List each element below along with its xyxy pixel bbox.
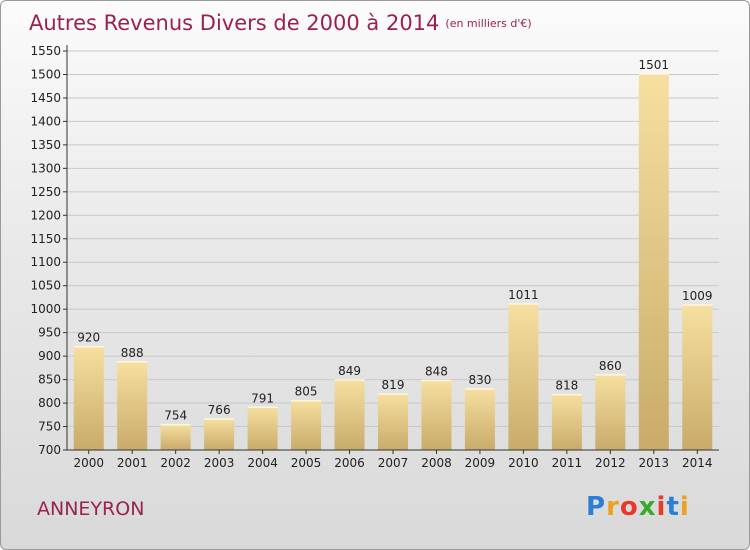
bar — [204, 419, 235, 450]
x-tick-label: 2014 — [682, 456, 713, 470]
y-tick-label: 1100 — [30, 255, 61, 269]
bar — [638, 74, 669, 451]
x-tick-label: 2000 — [73, 456, 104, 470]
chart-title: Autres Revenus Divers de 2000 à 2014 (en … — [29, 11, 532, 35]
logo-letter: i — [656, 492, 667, 522]
x-tick-label: 2003 — [204, 456, 235, 470]
y-tick-label: 1500 — [30, 67, 61, 81]
x-tick-label: 2013 — [639, 456, 670, 470]
bar — [551, 394, 582, 450]
bar — [117, 361, 148, 450]
bar-value-label: 1009 — [682, 289, 713, 303]
x-tick-label: 2009 — [465, 456, 496, 470]
y-tick-label: 1550 — [30, 44, 61, 58]
x-tick-label: 2012 — [595, 456, 626, 470]
x-tick-label: 2008 — [421, 456, 452, 470]
bar-value-label: 830 — [468, 373, 491, 387]
y-tick-label: 1300 — [30, 161, 61, 175]
bar — [595, 374, 626, 450]
title-unit: (en milliers d'€) — [445, 17, 532, 30]
bar-value-label: 819 — [382, 378, 405, 392]
logo-letter: r — [606, 492, 620, 522]
bar — [160, 424, 191, 450]
y-tick-label: 800 — [38, 396, 61, 410]
bar — [291, 400, 322, 450]
y-tick-label: 1000 — [30, 302, 61, 316]
y-tick-label: 1350 — [30, 138, 61, 152]
logo-letter: t — [666, 492, 680, 522]
logo-letter: x — [638, 492, 657, 522]
y-tick-label: 1250 — [30, 185, 61, 199]
y-tick-label: 1400 — [30, 114, 61, 128]
x-tick-label: 2006 — [334, 456, 365, 470]
y-tick-label: 750 — [38, 420, 61, 434]
bar-value-label: 754 — [164, 409, 187, 423]
logo-letter: P — [586, 492, 607, 522]
y-tick-label: 1450 — [30, 91, 61, 105]
x-tick-label: 2005 — [291, 456, 322, 470]
bar — [421, 380, 452, 450]
x-tick-label: 2007 — [378, 456, 409, 470]
axes: 700 750 800 850 900 950 1000 1050 1100 1150 1200 12… — [30, 44, 719, 470]
bar-value-label: 791 — [251, 391, 274, 405]
x-tick-label: 2001 — [117, 456, 148, 470]
bar — [378, 394, 408, 450]
y-tick-label: 1050 — [30, 279, 61, 293]
bar — [682, 304, 713, 450]
x-tick-label: 2004 — [247, 456, 278, 470]
bar-value-label: 805 — [295, 385, 318, 399]
bar-value-label: 860 — [599, 359, 622, 373]
y-tick-label: 950 — [38, 326, 61, 340]
bar — [464, 388, 495, 450]
bar-value-label: 1011 — [508, 288, 539, 302]
x-tick-label: 2011 — [552, 456, 583, 470]
y-tick-label: 700 — [38, 443, 61, 457]
bar-value-label: 888 — [121, 346, 144, 360]
bar-value-label: 848 — [425, 365, 448, 379]
bar — [508, 304, 539, 450]
y-tick-label: 900 — [38, 349, 61, 363]
bar-value-label: 818 — [555, 379, 578, 393]
title-text: Autres Revenus Divers de 2000 à 2014 — [29, 11, 440, 35]
logo-letter: i — [679, 492, 690, 522]
bar-value-label: 1501 — [639, 58, 670, 72]
x-tick-label: 2010 — [508, 456, 539, 470]
y-tick-label: 1150 — [30, 232, 61, 246]
bar — [334, 380, 365, 450]
bar — [73, 346, 104, 450]
y-tick-label: 850 — [38, 373, 61, 387]
y-tick-label: 1200 — [30, 208, 61, 222]
bar — [247, 407, 278, 450]
logo-letter: o — [619, 492, 639, 522]
commune-name: ANNEYRON — [37, 498, 145, 520]
bar-value-label: 849 — [338, 364, 361, 378]
x-tick-label: 2002 — [160, 456, 191, 470]
bar-value-label: 920 — [77, 331, 100, 345]
bars: 920 888 754 766 791 805 849 819 848 830 1011 818 860… — [73, 58, 713, 451]
bar-value-label: 766 — [208, 403, 231, 417]
proxiti-logo[interactable]: Proxiti — [586, 492, 690, 522]
